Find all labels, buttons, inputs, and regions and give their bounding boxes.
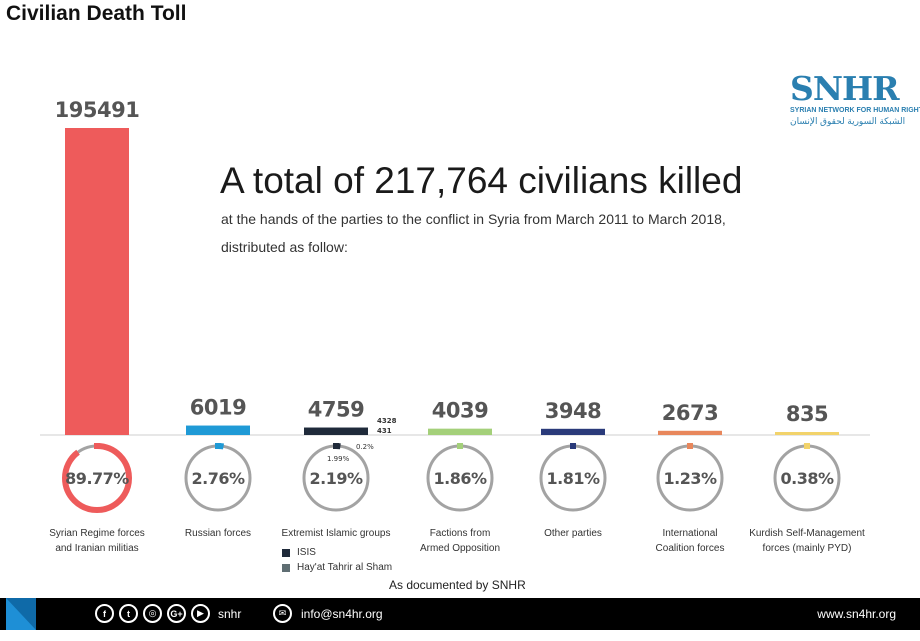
- death-toll-chart: 195491 89.77% Syrian Regime forces and Iran…: [40, 98, 870, 554]
- bar-6: [775, 432, 839, 435]
- percent-marker-4: [570, 443, 576, 449]
- bar-4: [541, 428, 605, 435]
- subtitle-line-1: at the hands of the parties to the confl…: [221, 211, 726, 227]
- legend-label-isis: ISIS: [297, 547, 316, 558]
- percent-marker-2: [333, 443, 339, 449]
- logo-english-name: SYRIAN NETWORK FOR HUMAN RIGHTS: [790, 107, 920, 114]
- legend-swatch-hts: [282, 563, 290, 572]
- instagram-icon[interactable]: ◎: [143, 604, 162, 623]
- percent-marker-0: [94, 443, 100, 449]
- category-label-6-1: forces (mainly PYD): [763, 543, 852, 554]
- source-note: As documented by SNHR: [389, 578, 526, 592]
- logo-arabic-name: الشبكة السورية لحقوق الإنسان: [790, 116, 906, 126]
- subtitle-line-2: distributed as follow:: [221, 239, 348, 255]
- percent-marker-5: [687, 443, 693, 449]
- legend-swatch-isis: [282, 548, 290, 557]
- bar-5: [658, 430, 722, 435]
- hts-value-label: 431: [377, 427, 392, 435]
- extremist-legend: ISIS Hay'at Tahrir al Sham: [282, 545, 392, 575]
- snhr-logo: SNHR SYRIAN NETWORK FOR HUMAN RIGHTS الش…: [790, 69, 920, 127]
- percent-label-5: 1.23%: [663, 469, 716, 488]
- category-label-0-1: and Iranian militias: [55, 543, 138, 554]
- twitter-icon[interactable]: t: [119, 604, 138, 623]
- category-label-5-0: International: [662, 528, 717, 539]
- isis-percent-label: 1.99%: [327, 455, 350, 463]
- percent-label-1: 2.76%: [191, 469, 244, 488]
- bar-value-label-4: 3948: [545, 399, 601, 423]
- bar-2: [304, 427, 368, 435]
- category-label-3-1: Armed Opposition: [420, 543, 500, 554]
- category-label-6-0: Kurdish Self-Management: [749, 528, 865, 539]
- website-link[interactable]: www.sn4hr.org: [817, 607, 896, 621]
- category-label-5-1: Coalition forces: [656, 543, 725, 554]
- page-title: Civilian Death Toll: [6, 2, 187, 25]
- bar-value-label-2: 4759: [308, 398, 364, 422]
- logo-wordmark: SNHR: [790, 69, 900, 108]
- social-links: f t ◎ G+ ▶ snhr: [95, 604, 241, 623]
- bar-value-label-3: 4039: [432, 399, 488, 423]
- percent-marker-6: [804, 443, 810, 449]
- bar-value-label-6: 835: [786, 402, 828, 426]
- percent-label-4: 1.81%: [546, 469, 599, 488]
- google-plus-icon[interactable]: G+: [167, 604, 186, 623]
- email-text[interactable]: info@sn4hr.org: [301, 606, 383, 621]
- legend-label-hts: Hay'at Tahrir al Sham: [297, 562, 393, 573]
- percent-label-2: 2.19%: [309, 469, 362, 488]
- bar-value-label-5: 2673: [662, 401, 718, 425]
- bar-1: [186, 425, 250, 435]
- legend-item-hts: Hay'at Tahrir al Sham: [282, 560, 392, 575]
- headline: A total of 217,764 civilians killed: [220, 160, 743, 201]
- bar-value-label-0: 195491: [55, 98, 140, 122]
- bar-3: [428, 428, 492, 435]
- category-label-4-0: Other parties: [544, 528, 602, 539]
- bar-0: [65, 128, 129, 435]
- percent-marker-3: [457, 443, 463, 449]
- category-label-0-0: Syrian Regime forces: [49, 528, 145, 539]
- footer-corner-accent: [6, 598, 36, 630]
- percent-label-6: 0.38%: [780, 469, 833, 488]
- youtube-icon[interactable]: ▶: [191, 604, 210, 623]
- hts-percent-label: 0.2%: [356, 443, 374, 451]
- percent-label-3: 1.86%: [433, 469, 486, 488]
- facebook-icon[interactable]: f: [95, 604, 114, 623]
- social-handle[interactable]: snhr: [218, 606, 242, 621]
- isis-value-label: 4328: [377, 417, 397, 425]
- category-label-3-0: Factions from: [430, 528, 491, 539]
- email-link[interactable]: ✉ info@sn4hr.org: [273, 604, 383, 623]
- percent-marker-1: [215, 443, 221, 449]
- legend-item-isis: ISIS: [282, 545, 392, 560]
- email-icon: ✉: [273, 604, 292, 623]
- category-label-2-0: Extremist Islamic groups: [282, 528, 391, 539]
- category-label-1-0: Russian forces: [185, 528, 251, 539]
- percent-label-0: 89.77%: [65, 469, 129, 488]
- bar-value-label-1: 6019: [190, 396, 246, 420]
